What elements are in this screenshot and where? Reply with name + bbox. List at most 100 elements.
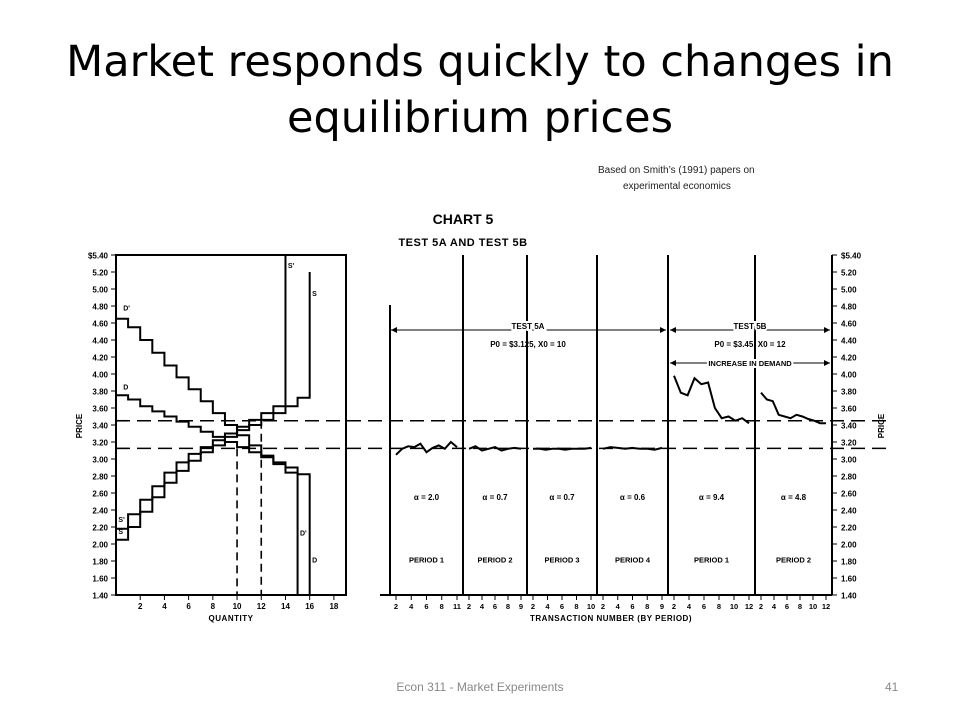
y-tick-label-left: 5.20 (92, 269, 108, 278)
curve-label: S' (288, 263, 295, 270)
transaction-tick-label: 9 (660, 602, 664, 611)
transaction-tick-label: 2 (467, 602, 471, 611)
chart-5: CHART 5 TEST 5A AND TEST 5B $5.40 5.20 5.0… (75, 211, 892, 623)
period-label: PERIOD 2 (776, 556, 811, 565)
test-5a-range-arrow-head (660, 327, 666, 333)
transaction-tick-label: 8 (717, 602, 721, 611)
y-tick-label-right: 3.00 (841, 456, 857, 465)
transaction-tick-label: 6 (424, 602, 428, 611)
price-path-period-3 (533, 446, 592, 451)
curve-label: S (312, 291, 317, 298)
increase-in-demand-label: INCREASE IN DEMAND (708, 359, 792, 368)
transaction-tick-label: 2 (672, 602, 676, 611)
test-5b-params: P0 = $3.45, X0 = 12 (714, 340, 786, 349)
alpha-label: α = 2.0 (414, 493, 440, 502)
x-tick-label: 10 (233, 602, 242, 611)
price-path-period-1 (395, 440, 458, 456)
test-5a-label: TEST 5A (512, 322, 545, 331)
curve-label: S (118, 529, 123, 536)
y-tick-label-right: $5.40 (841, 252, 862, 261)
test-5a-range-arrow-head (391, 327, 397, 333)
source-note-line-1: Based on Smith’s (1991) papers on (598, 165, 755, 176)
y-tick-label-left: 2.40 (92, 507, 108, 516)
supply-curve-s (116, 272, 311, 541)
y-tick-label-right: 2.20 (841, 524, 857, 533)
transaction-tick-label: 2 (531, 602, 535, 611)
y-tick-label-left: 3.00 (92, 456, 108, 465)
transaction-tick-label: 6 (560, 602, 564, 611)
y-tick-label-left: 1.60 (92, 575, 108, 584)
x-tick-label: 6 (186, 602, 191, 611)
period-label: PERIOD 1 (409, 556, 444, 565)
y-tick-label-left: 4.60 (92, 320, 108, 329)
y-tick-label-right: 3.40 (841, 422, 857, 431)
y-tick-label-left: 1.80 (92, 558, 108, 567)
transaction-tick-label: 10 (730, 602, 738, 611)
y-tick-label-right: 2.80 (841, 473, 857, 482)
transaction-tick-label: 2 (759, 602, 763, 611)
curve-label: D (312, 558, 317, 565)
alpha-label: α = 4.8 (781, 493, 807, 502)
y-tick-label-right: 3.60 (841, 405, 857, 414)
test-5a-params: P0 = $3.125, X0 = 10 (490, 340, 566, 349)
y-tick-label-right: 4.00 (841, 371, 857, 380)
x-axis-label-transactions: TRANSACTION NUMBER (BY PERIOD) (530, 614, 692, 623)
x-tick-label: 16 (305, 602, 314, 611)
demand-curve-d-prime (116, 317, 299, 595)
x-tick-label: 2 (138, 602, 143, 611)
period-label: PERIOD 1 (694, 556, 729, 565)
y-tick-label-left: 5.00 (92, 286, 108, 295)
transaction-tick-label: 4 (772, 602, 777, 611)
page-number: 41 (885, 680, 899, 694)
alpha-label: α = 0.6 (620, 493, 646, 502)
slide-title: Market responds quickly to changes in eq… (66, 37, 894, 143)
y-tick-label-left: 2.60 (92, 490, 108, 499)
y-tick-label-right: 3.80 (841, 388, 857, 397)
y-tick-label-left: 4.40 (92, 337, 108, 346)
transaction-tick-label: 12 (745, 602, 753, 611)
transaction-tick-label: 6 (702, 602, 706, 611)
transaction-tick-label: 8 (645, 602, 649, 611)
y-tick-label-left: $5.40 (88, 252, 109, 261)
y-tick-label-right: 3.20 (841, 439, 857, 448)
y-tick-label-right: 5.20 (841, 269, 857, 278)
price-path-period-4 (602, 446, 663, 451)
transaction-tick-label: 8 (574, 602, 578, 611)
y-tick-label-left: 4.00 (92, 371, 108, 380)
y-tick-label-right: 4.60 (841, 320, 857, 329)
curve-label: D (123, 384, 128, 391)
transaction-tick-label: 4 (616, 602, 621, 611)
source-note: Based on Smith’s (1991) papers on experi… (598, 163, 778, 195)
transaction-tick-label: 2 (394, 602, 398, 611)
price-path-period-5 (673, 375, 750, 425)
transaction-tick-label: 10 (587, 602, 595, 611)
period-label: PERIOD 4 (615, 556, 651, 565)
y-tick-label-left: 3.80 (92, 388, 108, 397)
alpha-label: α = 9.4 (699, 493, 725, 502)
period-label: PERIOD 2 (477, 556, 512, 565)
y-tick-label-left: 3.20 (92, 439, 108, 448)
y-tick-label-right: 4.40 (841, 337, 857, 346)
curve-label: D' (300, 531, 307, 538)
x-tick-label: 12 (257, 602, 266, 611)
source-note-line-2: experimental economics (623, 181, 731, 192)
transaction-tick-label: 8 (506, 602, 510, 611)
footer-text: Econ 311 - Market Experiments (396, 680, 564, 694)
demand-increase-arrow-head (824, 360, 830, 366)
y-tick-label-left: 4.20 (92, 354, 108, 363)
transaction-tick-label: 2 (601, 602, 605, 611)
x-tick-label: 4 (162, 602, 167, 611)
y-tick-label-left: 4.80 (92, 303, 108, 312)
y-tick-label-left: 3.60 (92, 405, 108, 414)
price-path-period-2 (468, 445, 522, 452)
alpha-label: α = 0.7 (549, 493, 575, 502)
y-tick-label-left: 2.20 (92, 524, 108, 533)
transaction-tick-label: 8 (798, 602, 802, 611)
y-tick-label-right: 2.40 (841, 507, 857, 516)
y-axis-label-left: PRICE (75, 413, 84, 438)
transaction-tick-label: 6 (493, 602, 497, 611)
curve-label: D' (123, 305, 130, 312)
test-5b-range-arrow-head (670, 327, 676, 333)
transaction-tick-label: 4 (545, 602, 550, 611)
y-tick-label-left: 3.40 (92, 422, 108, 431)
